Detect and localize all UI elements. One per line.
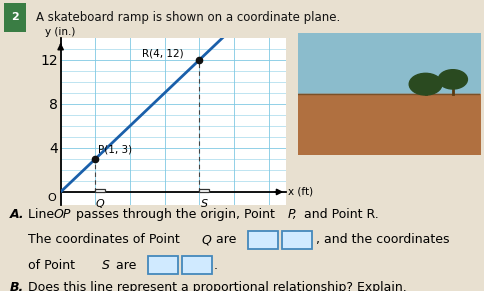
Bar xyxy=(199,189,209,192)
Text: Does this line represent a proportional relationship? Explain.: Does this line represent a proportional … xyxy=(24,281,406,291)
Text: Q: Q xyxy=(201,233,212,246)
Text: B.: B. xyxy=(10,281,24,291)
Text: and Point R.: and Point R. xyxy=(300,207,378,221)
Bar xyxy=(281,231,311,249)
Text: A skateboard ramp is shown on a coordinate plane.: A skateboard ramp is shown on a coordina… xyxy=(36,11,340,24)
Text: of Point: of Point xyxy=(28,259,78,272)
Text: R(4, 12): R(4, 12) xyxy=(142,49,183,58)
Text: A.: A. xyxy=(10,207,24,221)
Text: S: S xyxy=(200,199,208,209)
Text: OP: OP xyxy=(54,207,71,221)
Text: P(1, 3): P(1, 3) xyxy=(98,145,132,155)
Circle shape xyxy=(438,70,467,89)
Text: P,: P, xyxy=(287,207,297,221)
Text: .: . xyxy=(213,259,217,272)
Bar xyxy=(148,256,178,274)
Text: , and the coordinates: , and the coordinates xyxy=(316,233,449,246)
Text: 2: 2 xyxy=(11,13,19,22)
Text: are: are xyxy=(112,259,136,272)
Bar xyxy=(247,231,277,249)
Text: O: O xyxy=(47,193,56,203)
Text: Q: Q xyxy=(96,199,105,209)
Circle shape xyxy=(408,73,441,95)
Text: x (ft): x (ft) xyxy=(287,187,312,197)
Bar xyxy=(4,3,26,32)
Text: are: are xyxy=(212,233,236,246)
Text: y (in.): y (in.) xyxy=(45,27,76,37)
Text: The coordinates of Point: The coordinates of Point xyxy=(28,233,183,246)
Bar xyxy=(182,256,212,274)
Bar xyxy=(95,189,105,192)
Text: Line: Line xyxy=(24,207,58,221)
Text: S: S xyxy=(102,259,109,272)
Text: passes through the origin, Point: passes through the origin, Point xyxy=(72,207,278,221)
